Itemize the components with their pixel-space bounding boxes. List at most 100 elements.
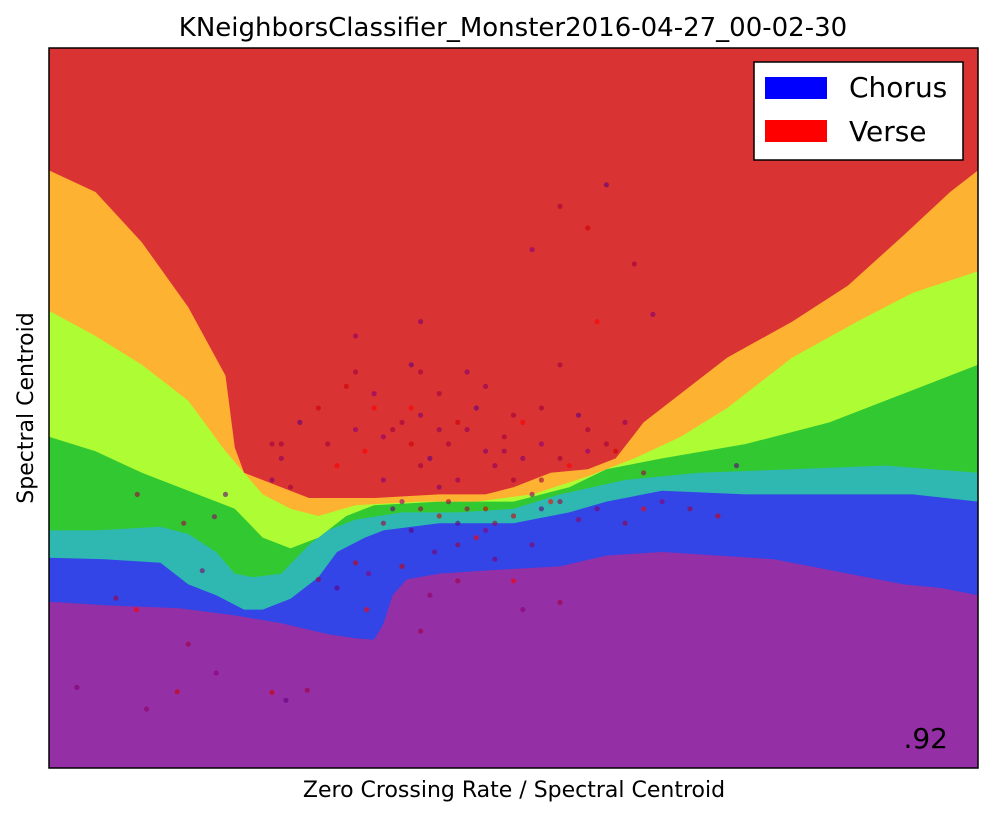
data-point bbox=[455, 520, 461, 526]
data-point bbox=[687, 506, 693, 512]
data-point bbox=[501, 448, 507, 454]
data-point bbox=[529, 542, 535, 548]
legend-label-chorus: Chorus bbox=[849, 71, 947, 104]
legend-swatch-chorus bbox=[765, 77, 827, 99]
data-point bbox=[74, 684, 80, 691]
data-point bbox=[510, 412, 517, 418]
data-point bbox=[464, 427, 470, 433]
data-point bbox=[185, 641, 191, 647]
data-point bbox=[492, 556, 498, 562]
data-point bbox=[418, 506, 424, 512]
data-point bbox=[408, 527, 414, 534]
data-point bbox=[557, 203, 563, 209]
data-point bbox=[603, 441, 610, 447]
data-point bbox=[538, 506, 545, 512]
data-point bbox=[483, 448, 489, 454]
data-point bbox=[287, 484, 294, 490]
data-point bbox=[483, 527, 489, 534]
data-point bbox=[283, 697, 289, 703]
data-point bbox=[113, 595, 119, 601]
data-point bbox=[455, 419, 461, 425]
data-point bbox=[134, 491, 140, 497]
decision-regions bbox=[49, 48, 978, 768]
data-point bbox=[455, 542, 461, 548]
data-point bbox=[613, 448, 619, 454]
data-point bbox=[297, 419, 303, 425]
data-point bbox=[436, 427, 442, 433]
data-point bbox=[464, 506, 470, 512]
data-point bbox=[133, 607, 139, 613]
data-point bbox=[585, 448, 591, 454]
data-point bbox=[418, 319, 424, 325]
data-point bbox=[399, 499, 405, 505]
data-point bbox=[353, 427, 359, 433]
data-point bbox=[427, 455, 433, 461]
data-point bbox=[304, 687, 310, 693]
data-point bbox=[520, 455, 526, 461]
data-point bbox=[510, 578, 517, 584]
data-point bbox=[501, 434, 507, 440]
data-point bbox=[408, 441, 414, 447]
data-point bbox=[575, 517, 582, 523]
data-point bbox=[510, 513, 517, 519]
data-point bbox=[418, 412, 424, 418]
data-point bbox=[353, 560, 359, 566]
data-point bbox=[174, 689, 180, 695]
data-point bbox=[325, 441, 331, 447]
data-point bbox=[371, 391, 377, 397]
data-point bbox=[529, 247, 535, 253]
data-point bbox=[315, 576, 321, 583]
data-point bbox=[566, 463, 572, 469]
data-point bbox=[557, 455, 563, 461]
data-point bbox=[520, 419, 526, 425]
data-point bbox=[631, 261, 637, 267]
data-point bbox=[143, 706, 150, 712]
data-point bbox=[364, 607, 370, 613]
data-point bbox=[181, 520, 187, 526]
data-point bbox=[380, 477, 386, 483]
data-point bbox=[366, 571, 372, 577]
data-point bbox=[473, 405, 479, 411]
data-point bbox=[520, 607, 526, 613]
data-point bbox=[622, 419, 628, 425]
data-point bbox=[538, 477, 545, 483]
data-point bbox=[343, 383, 349, 389]
x-axis-label: Zero Crossing Rate / Spectral Centroid bbox=[303, 778, 725, 803]
data-point bbox=[650, 311, 656, 317]
data-point bbox=[278, 455, 284, 461]
legend-label-verse: Verse bbox=[849, 115, 927, 148]
data-point bbox=[622, 520, 628, 526]
data-point bbox=[269, 441, 275, 447]
data-point bbox=[213, 670, 219, 676]
data-point bbox=[380, 434, 386, 440]
legend: Chorus Verse bbox=[753, 61, 964, 161]
legend-swatch-verse bbox=[765, 120, 827, 142]
plot-frame bbox=[48, 47, 979, 769]
data-point bbox=[278, 441, 284, 447]
score-label: .92 bbox=[903, 722, 948, 755]
data-point bbox=[594, 319, 600, 325]
data-point bbox=[371, 405, 377, 411]
data-point bbox=[548, 499, 554, 505]
data-point bbox=[715, 513, 721, 519]
data-point bbox=[585, 427, 591, 433]
data-point bbox=[445, 499, 452, 505]
data-point bbox=[334, 585, 340, 591]
data-point bbox=[353, 333, 359, 339]
scatter-points bbox=[74, 182, 740, 712]
data-point bbox=[427, 592, 433, 598]
y-axis-label: Spectral Centroid bbox=[14, 312, 39, 503]
data-point bbox=[455, 578, 461, 584]
data-point bbox=[431, 549, 438, 555]
chart-title: KNeighborsClassifier_Monster2016-04-27_0… bbox=[179, 13, 847, 43]
data-point bbox=[408, 362, 414, 368]
data-point bbox=[408, 405, 414, 411]
data-point bbox=[585, 225, 591, 231]
data-point bbox=[334, 463, 340, 469]
data-point bbox=[199, 568, 205, 574]
data-point bbox=[399, 419, 405, 425]
data-point bbox=[492, 520, 498, 526]
data-point bbox=[380, 520, 386, 526]
